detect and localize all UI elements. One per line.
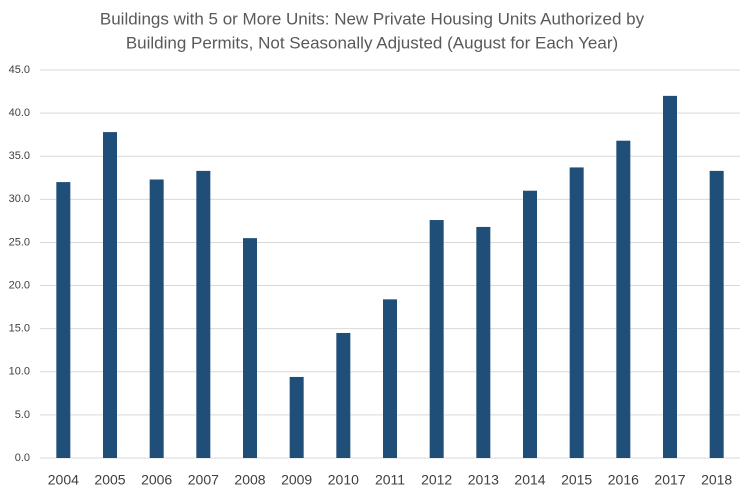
- bar: [289, 376, 304, 458]
- x-tick-label: 2014: [514, 472, 545, 488]
- x-tick-label: 2018: [701, 472, 732, 488]
- x-tick-label: 2004: [48, 472, 79, 488]
- bar: [429, 220, 444, 458]
- y-tick-label: 10.0: [9, 366, 30, 378]
- y-tick-label: 25.0: [9, 236, 30, 248]
- bar: [663, 95, 677, 458]
- x-tick-label: 2009: [281, 472, 312, 488]
- y-tick-label: 40.0: [9, 107, 30, 119]
- y-tick-label: 35.0: [9, 150, 30, 162]
- x-tick-label: 2010: [328, 472, 359, 488]
- y-tick-label: 0.0: [15, 452, 30, 464]
- bar: [523, 190, 537, 458]
- x-tick-label: 2008: [234, 472, 265, 488]
- bar: [103, 132, 117, 458]
- x-tick-label: 2011: [375, 472, 405, 488]
- x-tick-label: 2007: [188, 472, 219, 488]
- y-tick-label: 5.0: [15, 409, 30, 421]
- bar: [476, 226, 491, 458]
- bar: [196, 170, 211, 458]
- bar: [243, 238, 257, 458]
- bar: [709, 170, 724, 458]
- y-tick-label: 45.0: [9, 64, 30, 76]
- bar: [56, 182, 71, 459]
- bar: [383, 299, 397, 458]
- x-tick-label: 2005: [94, 472, 125, 488]
- x-tick-label: 2015: [561, 472, 592, 488]
- bar: [336, 332, 351, 458]
- chart-title: Building Permits, Not Seasonally Adjuste…: [126, 33, 618, 52]
- bar: [149, 179, 164, 458]
- x-tick-label: 2017: [654, 472, 685, 488]
- chart-title: Buildings with 5 or More Units: New Priv…: [100, 9, 645, 28]
- y-tick-label: 30.0: [9, 193, 30, 205]
- y-tick-label: 15.0: [9, 323, 30, 335]
- x-tick-label: 2013: [468, 472, 499, 488]
- y-tick-label: 20.0: [9, 279, 30, 291]
- bar: [616, 140, 631, 459]
- bar: [569, 167, 584, 459]
- x-tick-label: 2006: [141, 472, 172, 488]
- x-tick-label: 2016: [608, 472, 639, 488]
- x-tick-label: 2012: [421, 472, 452, 488]
